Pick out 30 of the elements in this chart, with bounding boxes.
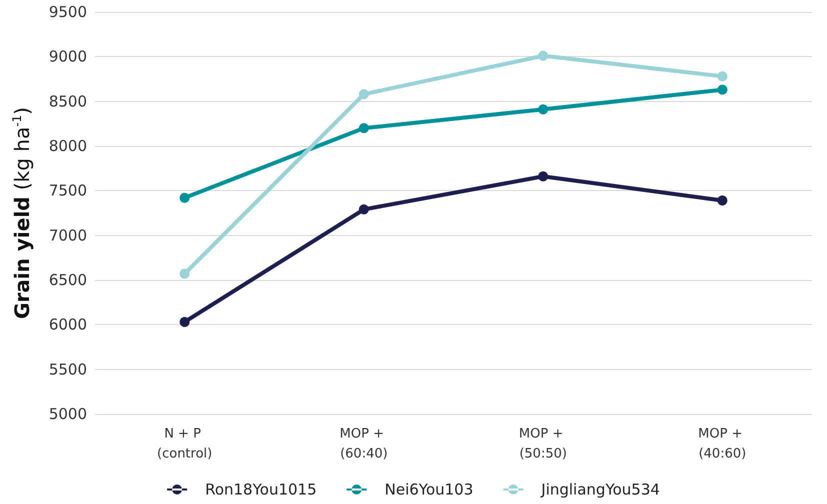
y-tick-label: 8000	[48, 137, 87, 155]
x-tick-label: N + P (control)	[157, 426, 212, 462]
y-tick-label: 9000	[48, 48, 87, 66]
y-tick-label: 9500	[48, 3, 87, 21]
point	[538, 171, 548, 182]
point	[358, 204, 369, 214]
y-tick-label: 5000	[48, 405, 87, 423]
point	[538, 104, 548, 114]
point	[538, 50, 548, 61]
y-axis-title: Grain yield (kg ha-1)	[10, 107, 34, 319]
point	[717, 71, 728, 82]
point	[717, 84, 728, 95]
legend-label: JingliangYou534	[540, 480, 660, 498]
x-tick-label: MOP + (40:60)	[698, 426, 747, 462]
point	[180, 192, 190, 203]
x-tick-label: MOP + (50:50)	[518, 426, 568, 462]
point	[717, 195, 728, 206]
legend-label: Nei6You103	[384, 480, 474, 498]
legend-label: Ron18You1015	[205, 480, 317, 498]
y-tick-label: 5500	[48, 360, 87, 378]
y-tick-label: 6000	[48, 316, 87, 334]
x-tick-label: MOP + (60:40)	[340, 426, 388, 462]
point	[180, 268, 190, 279]
y-tick-label: 7000	[48, 226, 87, 244]
y-tick-label: 7500	[48, 182, 87, 200]
point	[358, 123, 369, 134]
point	[180, 316, 190, 327]
y-tick-label: 6500	[48, 271, 87, 289]
point	[358, 89, 369, 100]
y-tick-label: 8500	[48, 92, 87, 110]
